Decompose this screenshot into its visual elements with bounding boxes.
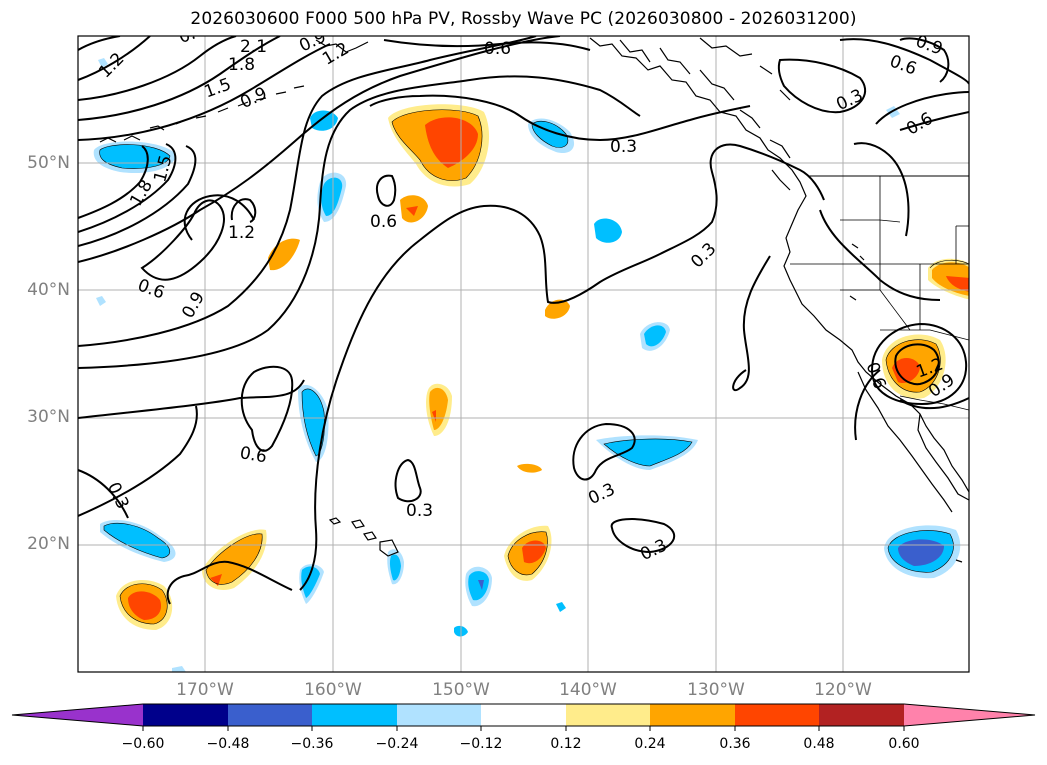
colorbar-segment — [143, 704, 228, 726]
map-gridlines — [78, 36, 969, 672]
colorbar-tick-label: −0.48 — [206, 736, 250, 752]
latitude-label: 40°N — [27, 280, 70, 300]
pv-anomaly-negative — [640, 322, 670, 351]
map-plot-area: 1.2 2.1 1.8 1.5 0.9 1.2 0.6 0.9 0.6 1.8 … — [78, 20, 969, 672]
colorbar-tick-label: 0.48 — [803, 736, 835, 752]
colorbar-tick-label: 0.60 — [888, 736, 920, 752]
colorbar-segment — [566, 704, 650, 726]
pv-anomaly-negative — [299, 564, 324, 604]
latitude-label: 30°N — [27, 407, 70, 427]
pv-anomaly-positive — [116, 580, 173, 630]
colorbar-segment — [312, 704, 397, 726]
colorbar-segment — [735, 704, 819, 726]
pv-anomaly-negative — [310, 110, 338, 131]
colorbar-tick-label: 0.24 — [634, 736, 666, 752]
pv-anomaly-negative — [387, 549, 404, 585]
pv-anomaly-negative — [317, 172, 347, 222]
longitude-label: 130°W — [687, 680, 745, 700]
contour-label: 0.6 — [176, 20, 208, 48]
longitude-label: 140°W — [559, 680, 617, 700]
colorbar-extend-low — [12, 704, 143, 726]
colorbar-segment — [819, 704, 904, 726]
pv-anomaly-negative — [100, 520, 176, 562]
contour-label: 1.8 — [228, 55, 255, 75]
longitude-label: 170°W — [176, 680, 234, 700]
pv-anomaly-negative — [96, 58, 900, 672]
colorbar — [11, 703, 1036, 731]
longitude-label: 120°W — [814, 680, 872, 700]
pv-anomaly-positive — [517, 463, 542, 473]
pv-anomaly-positive — [426, 383, 452, 436]
longitude-label: 160°W — [304, 680, 362, 700]
contour-label: 0.6 — [484, 39, 511, 59]
contour-label: 0.3 — [406, 501, 433, 521]
contour-label: 0.6 — [238, 443, 268, 467]
pv-anomaly-negative — [884, 525, 961, 579]
pv-anomaly-negative — [596, 435, 698, 470]
longitude-label: 150°W — [432, 680, 490, 700]
colorbar-segment — [228, 704, 312, 726]
colorbar-tick-label: −0.60 — [121, 736, 165, 752]
colorbar-tick-label: −0.24 — [375, 736, 419, 752]
latitude-label: 50°N — [27, 153, 70, 173]
pv-anomaly-positive — [504, 525, 552, 581]
colorbar-segment — [481, 704, 566, 726]
pv-anomaly-positive — [545, 299, 570, 319]
pv-fill-outlines — [99, 109, 969, 625]
pv-anomaly-positive — [400, 195, 428, 223]
pv-contours — [78, 36, 969, 605]
pv-anomaly-negative — [594, 218, 622, 243]
colorbar-tick-label: 0.36 — [719, 736, 751, 752]
colorbar-extend-high — [904, 704, 1035, 726]
map-frame — [77, 35, 970, 673]
colorbar-segment — [650, 704, 735, 726]
colorbar-tick-label: −0.36 — [290, 736, 334, 752]
colorbar-tick-label: −0.12 — [459, 736, 503, 752]
colorbar-tick-label: 0.12 — [550, 736, 582, 752]
latitude-label: 20°N — [27, 534, 70, 554]
contour-label: 0.3 — [610, 137, 637, 157]
pv-anomaly-positive — [882, 334, 946, 399]
contour-label: 0.6 — [370, 212, 397, 232]
contour-label: 1.2 — [228, 223, 255, 243]
pv-anomaly-positive — [928, 258, 969, 300]
map-title: 2026030600 F000 500 hPa PV, Rossby Wave … — [190, 9, 857, 29]
pv-anomaly-positive — [388, 104, 490, 187]
contour-label: 2.1 — [240, 37, 267, 57]
colorbar-segment — [397, 704, 481, 726]
pv-anomaly-negative — [465, 566, 492, 607]
colorbar-tick-marks — [142, 726, 905, 731]
